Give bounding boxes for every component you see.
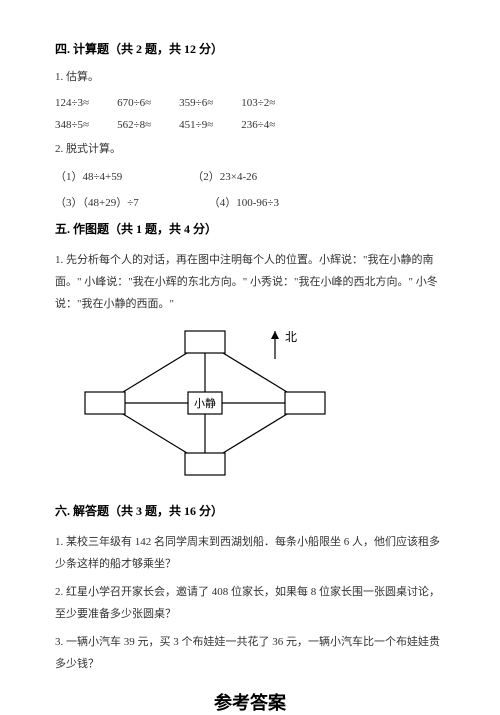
s6-q2: 2. 红星小学召开家长会，邀请了 408 位家长，如果每 8 位家长围一张圆桌讨… [55, 581, 445, 625]
position-diagram: 小静 北 [75, 323, 335, 488]
svg-text:北: 北 [285, 330, 297, 344]
section-6-heading: 六. 解答题（共 3 题，共 16 分） [55, 502, 445, 519]
est-cell: 103÷2≈ [241, 97, 275, 109]
calc-cell: （2）23×4-26 [192, 168, 257, 184]
calc-row-2: （3）（48+29）÷7 （4）100-96÷3 [55, 194, 445, 210]
s4-q2-label: 2. 脱式计算。 [55, 141, 445, 159]
calc-cell: （1）48÷4+59 [55, 168, 122, 184]
est-cell: 562÷8≈ [117, 119, 151, 131]
section-4-heading: 四. 计算题（共 2 题，共 12 分） [55, 40, 445, 57]
calc-cell: （4）100-96÷3 [209, 194, 279, 210]
est-cell: 451÷9≈ [179, 119, 213, 131]
diagram-svg: 小静 北 [75, 323, 335, 483]
estimate-row-2: 348÷5≈ 562÷8≈ 451÷9≈ 236÷4≈ [55, 119, 445, 131]
s6-q1: 1. 某校三年级有 142 名同学周末到西湖划船．每条小船限坐 6 人，他们应该… [55, 531, 445, 575]
est-cell: 670÷6≈ [117, 97, 151, 109]
s4-q1-label: 1. 估算。 [55, 69, 445, 87]
est-cell: 236÷4≈ [241, 119, 275, 131]
answers-heading: 参考答案 [55, 689, 445, 715]
calc-row-1: （1）48÷4+59 （2）23×4-26 [55, 168, 445, 184]
est-cell: 124÷3≈ [55, 97, 89, 109]
s5-q1: 1. 先分析每个人的对话，再在图中注明每个人的位置。小辉说："我在小静的南面。"… [55, 249, 445, 315]
est-cell: 359÷6≈ [179, 97, 213, 109]
calc-cell: （3）（48+29）÷7 [55, 194, 139, 210]
est-cell: 348÷5≈ [55, 119, 89, 131]
s6-q3: 3. 一辆小汽车 39 元，买 3 个布娃娃一共花了 36 元，一辆小汽车比一个… [55, 631, 445, 675]
section-5-heading: 五. 作图题（共 1 题，共 4 分） [55, 220, 445, 237]
svg-text:小静: 小静 [194, 396, 216, 410]
estimate-row-1: 124÷3≈ 670÷6≈ 359÷6≈ 103÷2≈ [55, 97, 445, 109]
